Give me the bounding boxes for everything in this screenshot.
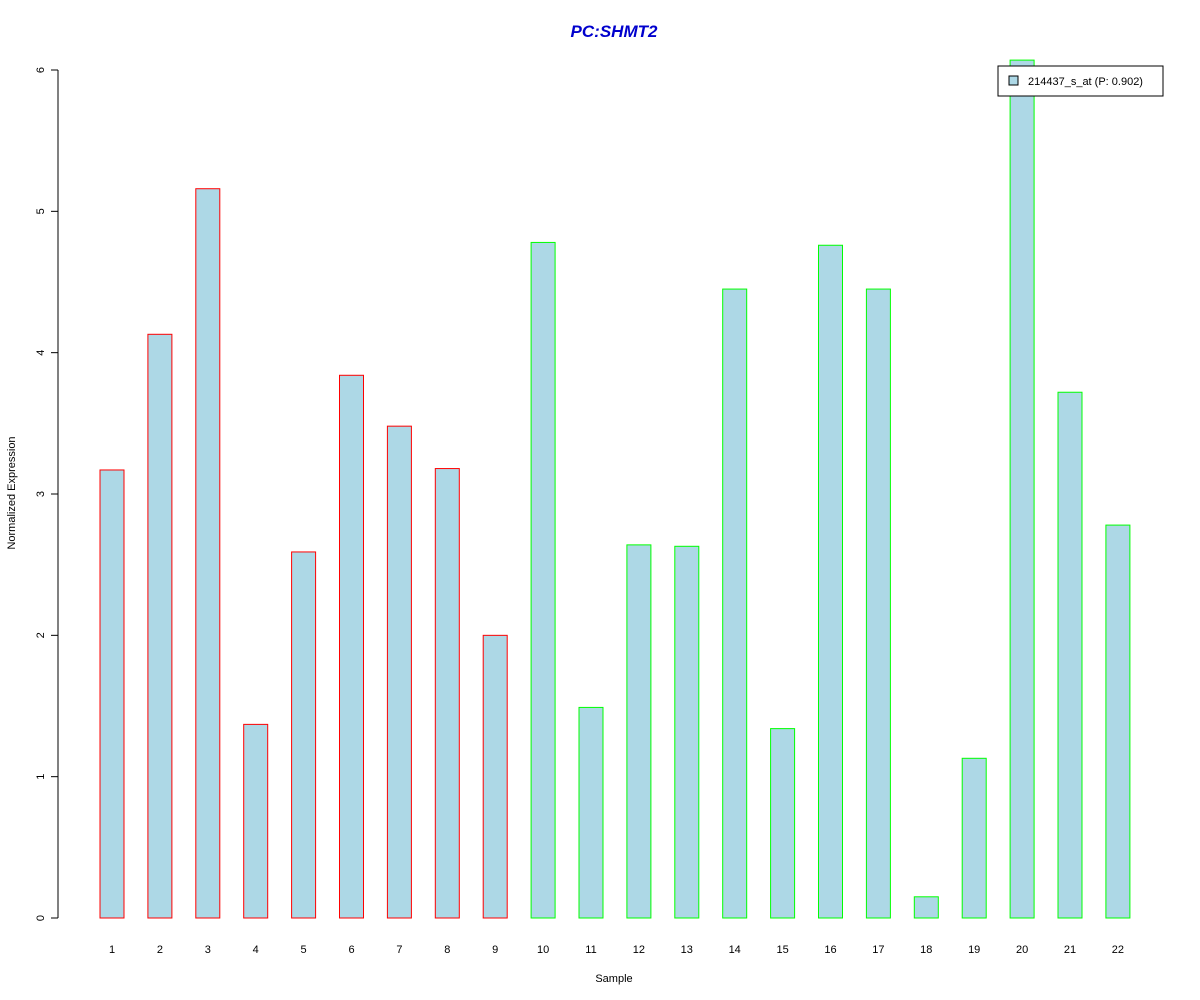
x-tick-label: 13: [681, 944, 693, 956]
bar-sample-3: [195, 188, 221, 919]
legend-swatch: [1008, 75, 1019, 86]
bar-sample-12: [626, 544, 652, 919]
y-tick-label: 2: [35, 632, 47, 638]
bar-sample-17: [865, 288, 891, 919]
legend-box: [997, 65, 1164, 97]
bar-sample-8: [434, 468, 460, 919]
y-axis-label: Normalized Expression: [6, 436, 18, 549]
bar-sample-22: [1105, 524, 1131, 919]
x-tick-label: 9: [492, 944, 498, 956]
x-tick-label: 8: [444, 944, 450, 956]
x-tick-label: 7: [396, 944, 402, 956]
x-tick-labels: 1 2 3 4 5 6 7 8 9 10 11 12 13 14 15 16 17 18 19 20 21 22: [109, 944, 1124, 956]
x-tick-label: 15: [776, 944, 788, 956]
bar-sample-20: [1009, 59, 1035, 919]
bar-sample-10: [530, 241, 556, 919]
bar-sample-2: [147, 333, 173, 919]
x-tick-label: 20: [1016, 944, 1028, 956]
bar-sample-18: [913, 896, 939, 919]
x-tick-label: 12: [633, 944, 645, 956]
y-tick-label: 1: [35, 774, 47, 780]
y-tick-label: 3: [35, 491, 47, 497]
x-tick-label: 5: [301, 944, 307, 956]
x-axis-label: Sample: [595, 973, 632, 985]
x-tick-label: 18: [920, 944, 932, 956]
x-tick-label: 3: [205, 944, 211, 956]
x-tick-label: 4: [253, 944, 259, 956]
x-tick-label: 11: [585, 944, 596, 956]
bar-sample-19: [961, 757, 987, 919]
bar-sample-13: [674, 545, 700, 919]
bar-sample-1: [99, 469, 125, 919]
chart-title: PC:SHMT2: [571, 22, 658, 41]
x-tick-label: 16: [824, 944, 836, 956]
x-tick-label: 2: [157, 944, 163, 956]
x-tick-label: 1: [109, 944, 115, 956]
x-tick-label: 22: [1112, 944, 1124, 956]
bar-sample-5: [291, 551, 317, 919]
y-tick-label: 5: [35, 208, 47, 214]
y-tick-label: 0: [35, 915, 47, 921]
bar-sample-7: [386, 425, 412, 919]
bar-sample-11: [578, 706, 604, 919]
x-tick-label: 17: [872, 944, 884, 956]
bar-sample-6: [339, 374, 364, 919]
x-tick-label: 21: [1064, 944, 1076, 956]
x-tick-label: 14: [729, 944, 741, 956]
bar-sample-14: [722, 288, 748, 919]
bar-sample-4: [243, 723, 269, 919]
legend-label: 214437_s_at (P: 0.902): [1028, 76, 1143, 88]
y-axis: 0 1 2 3 4 5 6: [35, 67, 59, 921]
legend: 214437_s_at (P: 0.902): [997, 65, 1164, 97]
bar-sample-16: [818, 244, 843, 919]
bar-sample-15: [770, 728, 796, 919]
x-tick-label: 19: [968, 944, 980, 956]
bar-sample-21: [1057, 391, 1083, 919]
x-tick-label: 6: [348, 944, 354, 956]
bars-group: [99, 59, 1131, 919]
bar-sample-9: [482, 634, 508, 919]
y-tick-label: 6: [35, 67, 47, 73]
x-tick-label: 10: [537, 944, 549, 956]
y-tick-label: 4: [35, 350, 47, 356]
